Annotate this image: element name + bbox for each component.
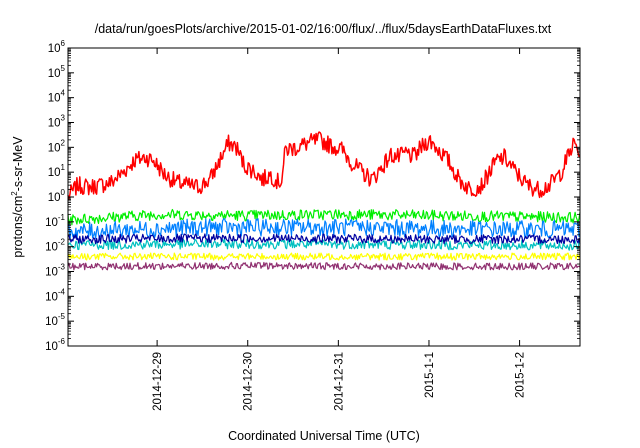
x-tick-label: 2015-1-2 bbox=[515, 352, 527, 398]
x-tick-label: 2014-12-29 bbox=[152, 352, 164, 411]
y-tick-label: 10-5 bbox=[45, 312, 65, 328]
series-line-1 bbox=[67, 131, 581, 201]
y-tick-label: 105 bbox=[48, 64, 66, 80]
x-tick-label: 2014-12-30 bbox=[243, 352, 255, 411]
y-tick-label: 103 bbox=[48, 114, 66, 130]
series-line-6 bbox=[67, 252, 581, 261]
y-tick-label: 10-4 bbox=[45, 287, 65, 303]
x-tick: 2014-12-30 bbox=[243, 48, 255, 411]
y-axis-label-post: -s-sr-MeV bbox=[11, 136, 25, 192]
y-tick: 10-6 bbox=[45, 321, 580, 353]
y-tick: 105 bbox=[48, 48, 580, 80]
data-series bbox=[67, 131, 581, 271]
x-tick-label: 2014-12-31 bbox=[333, 352, 345, 411]
x-tick: 2015-1-2 bbox=[515, 48, 527, 398]
y-tick-label: 100 bbox=[48, 188, 66, 204]
y-tick-label: 10-1 bbox=[45, 213, 65, 229]
series-line-7 bbox=[67, 261, 581, 271]
y-tick: 102 bbox=[48, 123, 580, 154]
y-tick: 10-4 bbox=[45, 272, 580, 303]
x-axis-label: Coordinated Universal Time (UTC) bbox=[228, 429, 420, 443]
x-tick: 2014-12-29 bbox=[152, 48, 164, 411]
y-tick: 10-1 bbox=[45, 197, 580, 229]
series-line-5 bbox=[67, 233, 581, 245]
y-tick: 101 bbox=[48, 148, 580, 179]
plot-frame bbox=[67, 47, 581, 347]
x-tick-label: 2015-1-1 bbox=[424, 352, 436, 398]
y-axis-label-sup: 2 bbox=[10, 191, 19, 196]
y-tick-label: 10-6 bbox=[45, 337, 65, 353]
y-axis-ticks: 10-6 10-5 10-4 10-3 10-2 10-1 100 101 102 103 104 1… bbox=[45, 39, 580, 353]
y-tick-label: 102 bbox=[48, 138, 66, 154]
y-tick-label: 106 bbox=[48, 39, 66, 55]
x-axis-ticks: 2014-12-29 2014-12-30 2014-12-31 2015-1-1 20… bbox=[152, 48, 527, 411]
y-tick: 103 bbox=[48, 98, 580, 130]
y-tick-label: 10-2 bbox=[45, 238, 65, 254]
y-tick-label: 10-3 bbox=[45, 263, 65, 279]
y-tick: 106 bbox=[48, 39, 66, 55]
series-line-3 bbox=[67, 218, 581, 241]
y-tick: 10-2 bbox=[45, 222, 580, 254]
series-line-2 bbox=[67, 208, 581, 226]
y-tick-label: 101 bbox=[48, 163, 66, 179]
y-tick-label: 104 bbox=[48, 89, 66, 105]
x-tick: 2014-12-31 bbox=[333, 48, 345, 411]
y-tick: 10-3 bbox=[45, 247, 580, 279]
y-axis-label-pre: protons/cm bbox=[11, 196, 25, 258]
y-tick: 104 bbox=[48, 73, 580, 105]
y-axis-label: protons/cm2-s-sr-MeV bbox=[10, 136, 25, 258]
chart-title: /data/run/goesPlots/archive/2015-01-02/1… bbox=[95, 22, 552, 36]
x-tick: 2015-1-1 bbox=[424, 48, 436, 398]
y-tick: 10-5 bbox=[45, 297, 580, 328]
y-tick: 100 bbox=[48, 172, 580, 204]
series-line-4 bbox=[67, 238, 581, 251]
